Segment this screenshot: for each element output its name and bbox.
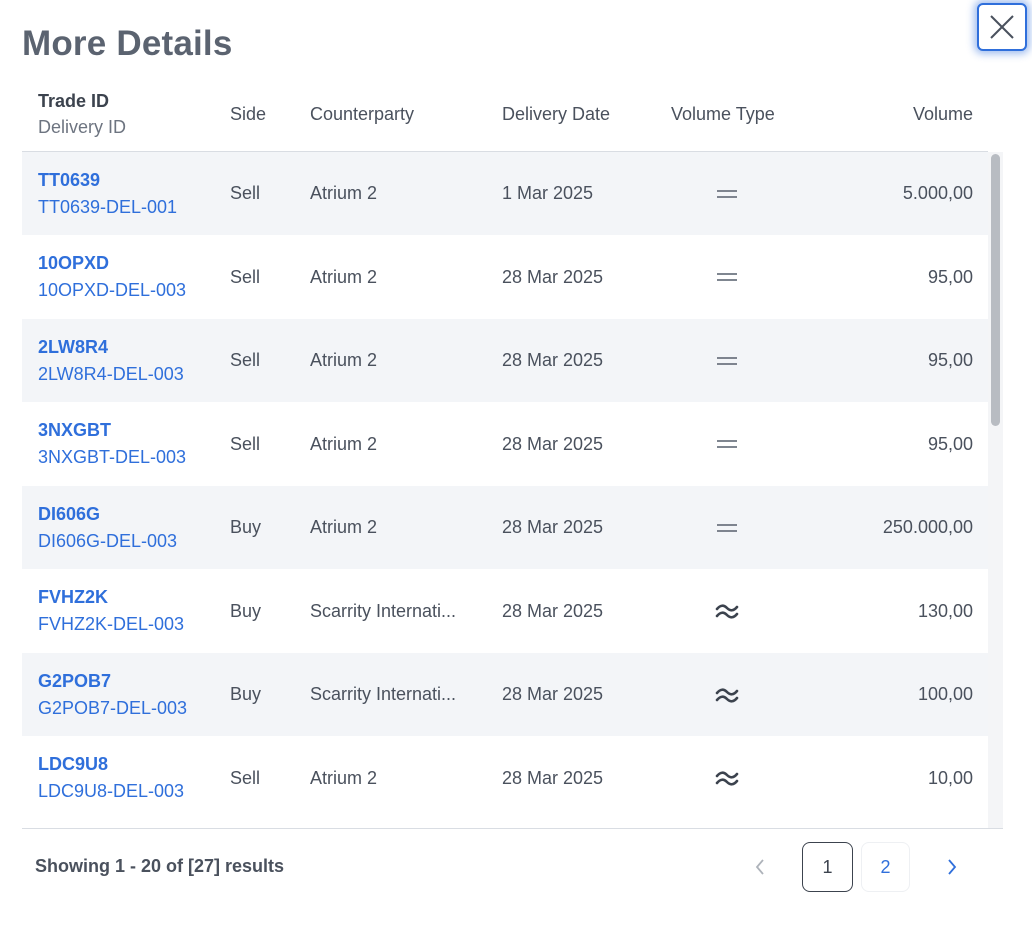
- header-delivery-date[interactable]: Delivery Date: [502, 104, 611, 124]
- table-row[interactable]: TT0639 TT0639-DEL-001 Sell Atrium 2 1 Mar 20…: [22, 152, 988, 235]
- volume-cell: 95,00: [927, 433, 973, 454]
- trade-id-link[interactable]: FVHZ2K: [38, 587, 109, 607]
- delivery-id-link[interactable]: LDC9U8-DEL-003: [38, 781, 185, 801]
- side-cell: Sell: [230, 183, 261, 203]
- header-counterparty[interactable]: Counterparty: [310, 104, 415, 124]
- header-side[interactable]: Side: [230, 104, 267, 124]
- header-volume[interactable]: Volume: [912, 104, 973, 124]
- equals-icon: [712, 236, 742, 319]
- close-icon: [990, 15, 1014, 39]
- header-delivery-id: Delivery ID: [38, 117, 127, 137]
- delivery-date-cell: 28 Mar 2025: [502, 433, 604, 454]
- trade-id-link[interactable]: G2POB7: [38, 670, 112, 691]
- results-summary: Showing 1 - 20 of [27] results: [35, 856, 285, 876]
- side-cell: Sell: [230, 266, 261, 287]
- trade-id-link[interactable]: DI606G: [38, 503, 101, 524]
- counterparty-cell: Atrium 2: [310, 183, 378, 203]
- delivery-id-link[interactable]: DI606G-DEL-003: [38, 530, 178, 551]
- scrollbar-thumb[interactable]: [991, 154, 1000, 426]
- volume-cell: 250.000,00: [882, 517, 973, 537]
- equals-icon: [712, 486, 742, 569]
- page-2-button[interactable]: 2: [861, 842, 910, 892]
- header-trade-id: Trade ID: [38, 91, 110, 111]
- chevron-right-icon: [948, 859, 957, 875]
- volume-cell: 95,00: [927, 266, 973, 287]
- table-row[interactable]: 3NXGBT 3NXGBT-DEL-003 Sell Atrium 2 28 Mar 2…: [22, 403, 988, 486]
- volume-cell: 10,00: [927, 767, 973, 788]
- counterparty-cell: Atrium 2: [310, 767, 378, 788]
- delivery-date-cell: 28 Mar 2025: [502, 684, 604, 704]
- prev-page-button[interactable]: [740, 842, 780, 892]
- id-cell: DI606G DI606G-DEL-003: [38, 486, 177, 569]
- side-cell: Buy: [230, 517, 262, 537]
- table-row[interactable]: LDC9U8 LDC9U8-DEL-003 Sell Atrium 2 28 Mar 2…: [22, 737, 988, 820]
- delivery-id-link[interactable]: 10OPXD-DEL-003: [38, 280, 187, 300]
- volume-cell: 100,00: [917, 684, 973, 704]
- equals-icon: [712, 152, 742, 235]
- delivery-id-link[interactable]: G2POB7-DEL-003: [38, 697, 188, 718]
- approx-icon: [712, 653, 742, 736]
- modal-title: More Details: [22, 24, 233, 63]
- trade-id-link[interactable]: 10OPXD: [38, 253, 110, 273]
- delivery-id-link[interactable]: TT0639-DEL-001: [38, 196, 178, 217]
- id-cell: 10OPXD 10OPXD-DEL-003: [38, 236, 186, 319]
- delivery-date-cell: 28 Mar 2025: [502, 600, 604, 621]
- volume-cell: 95,00: [927, 350, 973, 370]
- delivery-date-cell: 28 Mar 2025: [502, 350, 604, 370]
- table-row[interactable]: FVHZ2K FVHZ2K-DEL-003 Buy Scarrity Internat…: [22, 570, 988, 653]
- id-cell: LDC9U8 LDC9U8-DEL-003: [38, 737, 184, 820]
- header-trade-delivery-id[interactable]: Trade ID Delivery ID: [38, 78, 126, 151]
- table-row[interactable]: 2LW8R4 2LW8R4-DEL-003 Sell Atrium 2 28 Mar 2…: [22, 319, 988, 402]
- counterparty-cell: Atrium 2: [310, 266, 378, 287]
- equals-icon: [712, 403, 742, 486]
- id-cell: 3NXGBT 3NXGBT-DEL-003: [38, 403, 186, 486]
- side-cell: Sell: [230, 433, 261, 454]
- table-row[interactable]: 10OPXD 10OPXD-DEL-003 Sell Atrium 2 28 Mar 2…: [22, 236, 988, 319]
- header-volume-type[interactable]: Volume Type: [671, 104, 775, 124]
- table-body: TT0639 TT0639-DEL-001 Sell Atrium 2 1 Mar 20…: [22, 152, 988, 828]
- counterparty-cell: Atrium 2: [310, 433, 378, 454]
- chevron-left-icon: [755, 859, 764, 875]
- delivery-id-link[interactable]: 2LW8R4-DEL-003: [38, 363, 184, 384]
- approx-icon: [712, 737, 742, 820]
- equals-icon: [712, 319, 742, 402]
- next-page-button[interactable]: [932, 842, 972, 892]
- side-cell: Buy: [230, 684, 262, 704]
- table-row[interactable]: G2POB7 G2POB7-DEL-003 Buy Scarrity Internat…: [22, 653, 988, 736]
- volume-cell: 130,00: [917, 600, 973, 621]
- side-cell: Sell: [230, 350, 261, 370]
- delivery-date-cell: 1 Mar 2025: [502, 183, 594, 203]
- side-cell: Sell: [230, 767, 261, 788]
- id-cell: FVHZ2K FVHZ2K-DEL-003: [38, 570, 184, 653]
- trade-id-link[interactable]: 2LW8R4: [38, 336, 109, 357]
- id-cell: 2LW8R4 2LW8R4-DEL-003: [38, 319, 184, 402]
- approx-icon: [712, 570, 742, 653]
- side-cell: Buy: [230, 600, 262, 621]
- close-button[interactable]: [977, 3, 1027, 51]
- table-row[interactable]: DI606G DI606G-DEL-003 Buy Atrium 2 28 Mar 20…: [22, 486, 988, 569]
- trade-id-link[interactable]: LDC9U8: [38, 754, 109, 774]
- table-header: Trade ID Delivery ID Side Counterparty D…: [22, 78, 988, 152]
- trade-id-link[interactable]: TT0639: [38, 169, 101, 190]
- delivery-id-link[interactable]: 3NXGBT-DEL-003: [38, 447, 187, 467]
- delivery-date-cell: 28 Mar 2025: [502, 266, 604, 287]
- delivery-date-cell: 28 Mar 2025: [502, 517, 604, 537]
- volume-cell: 5.000,00: [902, 183, 973, 203]
- delivery-date-cell: 28 Mar 2025: [502, 767, 604, 788]
- footer-divider: [22, 828, 1003, 829]
- delivery-id-link[interactable]: FVHZ2K-DEL-003: [38, 614, 185, 634]
- trade-id-link[interactable]: 3NXGBT: [38, 420, 112, 440]
- counterparty-cell: Scarrity Internati...: [310, 600, 457, 621]
- page-1-button[interactable]: 1: [802, 842, 853, 892]
- counterparty-cell: Atrium 2: [310, 517, 378, 537]
- counterparty-cell: Atrium 2: [310, 350, 378, 370]
- counterparty-cell: Scarrity Internati...: [310, 684, 457, 704]
- id-cell: TT0639 TT0639-DEL-001: [38, 152, 177, 235]
- id-cell: G2POB7 G2POB7-DEL-003: [38, 653, 187, 736]
